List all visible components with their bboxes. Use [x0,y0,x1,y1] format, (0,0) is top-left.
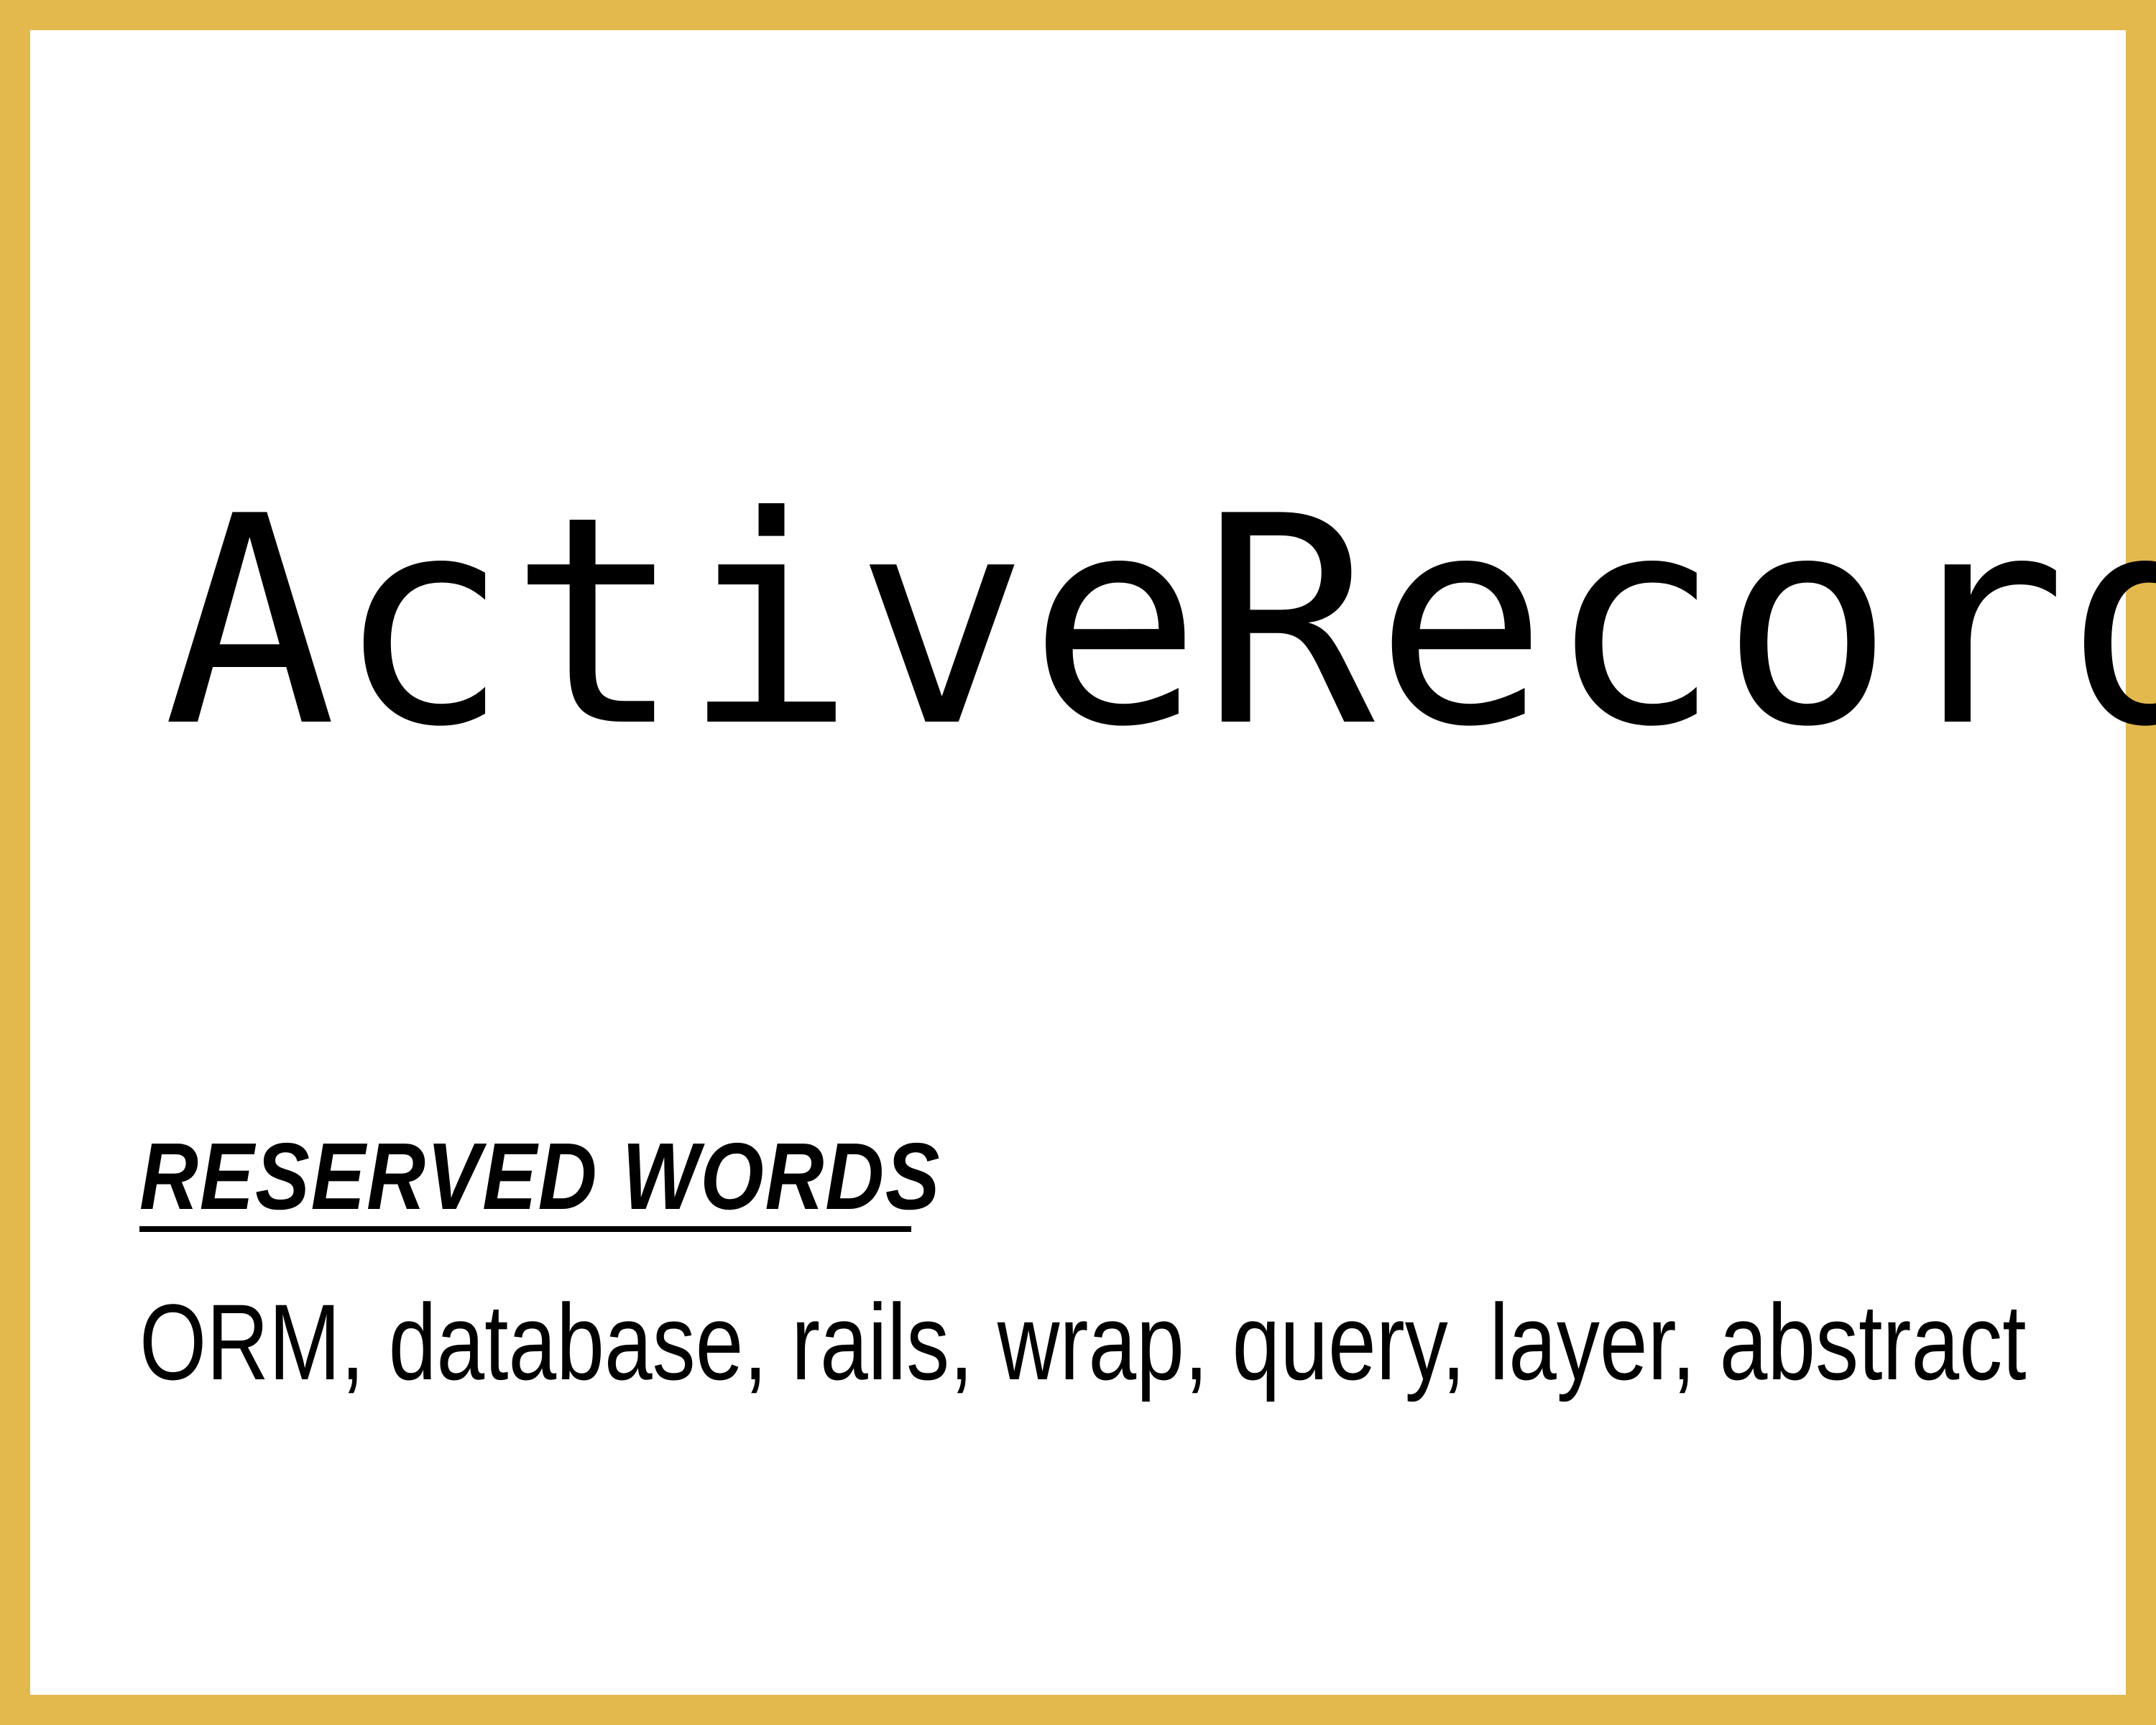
card-title: ActiveRecord [163,456,2156,790]
heading-underline [139,1226,911,1232]
reserved-words-list: ORM, database, rails, wrap, query, layer… [139,1282,2027,1402]
reserved-words-heading: RESERVED WORDS [139,1123,941,1229]
